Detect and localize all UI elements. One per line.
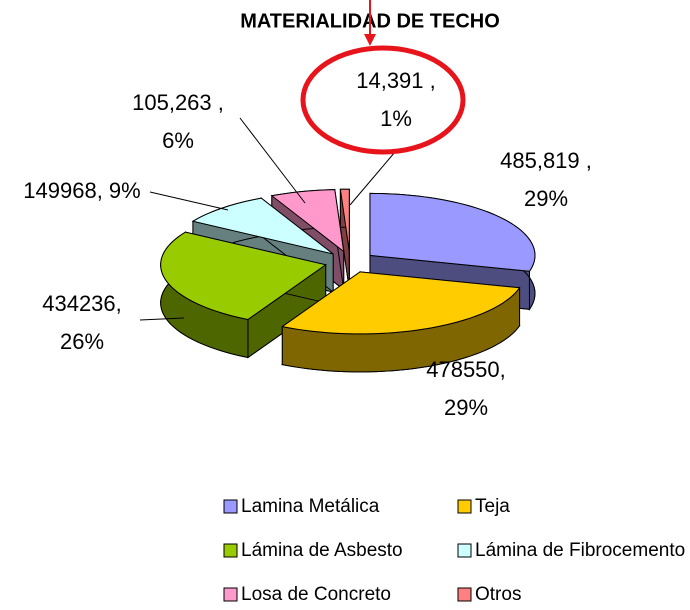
legend-swatch (223, 543, 238, 558)
legend-label: Otros (475, 584, 521, 605)
slice-top (160, 231, 327, 321)
leader-line (349, 151, 396, 206)
legend-swatch (457, 543, 472, 558)
data-label: 478550, (426, 357, 506, 382)
slice-top (270, 189, 345, 253)
legend-swatch (223, 499, 238, 514)
slice (160, 231, 327, 359)
slice-top (191, 197, 334, 255)
legend-label: Losa de Concreto (241, 584, 391, 605)
highlight-circle (300, 45, 466, 155)
highlight-arrowhead (364, 34, 376, 46)
slice-top (339, 188, 350, 252)
slice (281, 270, 521, 373)
data-label: 29% (444, 395, 488, 420)
data-label: 29% (524, 186, 568, 211)
data-label: 105,263 , (132, 90, 224, 115)
slice-top (369, 192, 536, 272)
legend-label: Lamina Metálica (241, 496, 380, 517)
data-label: 6% (162, 128, 194, 153)
legend-label: Teja (475, 496, 510, 517)
legend-label: Lámina de Fibrocemento (475, 540, 685, 561)
labels: 485,819 , 29% 478550, 29% 434236, 26% 149968, … (23, 68, 592, 420)
legend-swatch (223, 587, 238, 602)
pie (160, 188, 536, 373)
data-label: 1% (380, 106, 412, 131)
legend-swatch (457, 499, 472, 514)
data-label: 26% (60, 329, 104, 354)
legend-swatch (457, 587, 472, 602)
data-label: 434236, (42, 291, 122, 316)
leader-line (239, 117, 306, 204)
leader-line (149, 191, 229, 211)
data-label: 485,819 , (500, 148, 592, 173)
data-label: 14,391 , (356, 68, 436, 93)
leader-line (139, 317, 185, 321)
legend-label: Lámina de Asbesto (241, 540, 403, 561)
slice-top (281, 271, 521, 335)
data-label: 149968, 9% (23, 178, 140, 203)
